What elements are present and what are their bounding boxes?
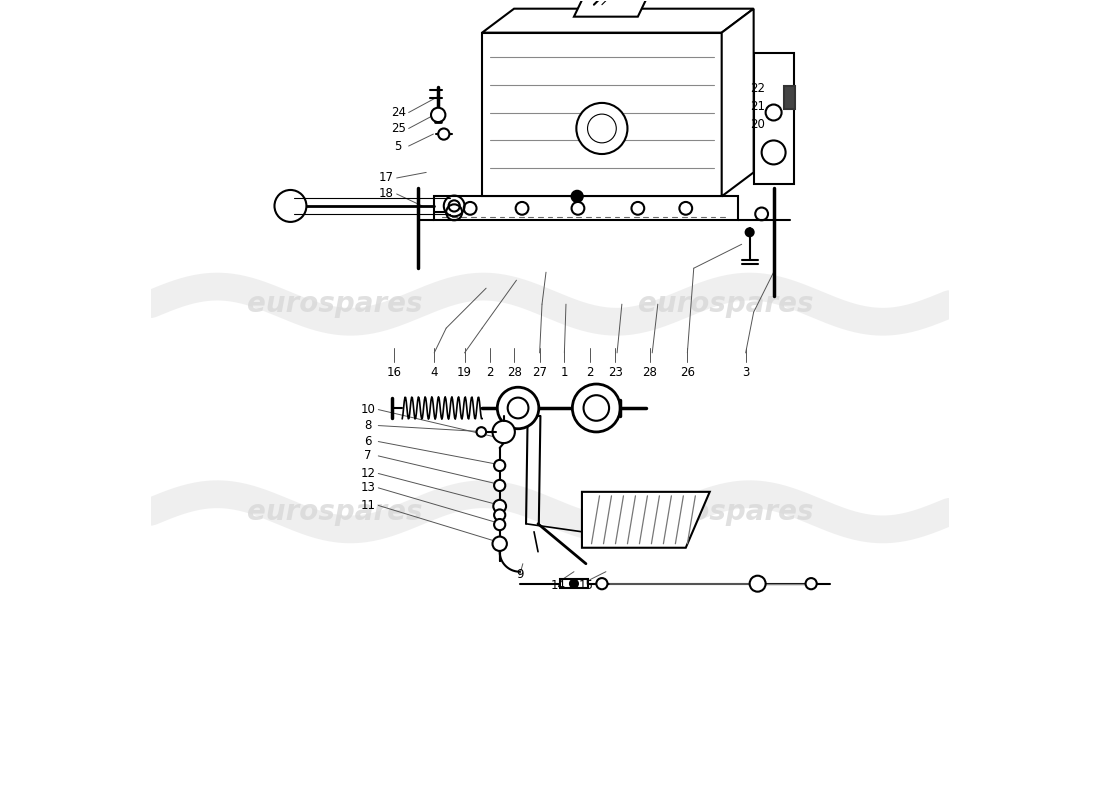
Text: 3: 3 xyxy=(742,366,749,378)
Text: 24: 24 xyxy=(390,106,406,119)
Polygon shape xyxy=(482,9,754,33)
Bar xyxy=(560,579,588,589)
Text: 5: 5 xyxy=(395,139,402,153)
Text: 4: 4 xyxy=(430,366,438,378)
Circle shape xyxy=(746,228,754,236)
Text: eurospares: eurospares xyxy=(246,290,422,318)
Text: eurospares: eurospares xyxy=(638,290,813,318)
Text: 22: 22 xyxy=(750,82,766,95)
Text: 10: 10 xyxy=(361,403,375,416)
Text: 16: 16 xyxy=(387,366,402,378)
Text: 12: 12 xyxy=(361,467,375,480)
Text: 19: 19 xyxy=(456,366,472,378)
Polygon shape xyxy=(722,9,754,196)
Text: eurospares: eurospares xyxy=(638,498,813,526)
Text: 28: 28 xyxy=(642,366,658,378)
Circle shape xyxy=(805,578,816,590)
Text: 27: 27 xyxy=(532,366,547,378)
Circle shape xyxy=(493,537,507,551)
Polygon shape xyxy=(574,0,648,17)
Circle shape xyxy=(438,129,450,140)
Circle shape xyxy=(596,578,607,590)
Text: 8: 8 xyxy=(364,419,372,432)
Circle shape xyxy=(576,103,627,154)
Circle shape xyxy=(572,190,583,202)
Bar xyxy=(482,33,722,196)
Bar xyxy=(434,196,738,220)
Circle shape xyxy=(431,108,446,122)
Circle shape xyxy=(494,519,505,530)
Circle shape xyxy=(494,510,505,521)
Text: 1: 1 xyxy=(561,366,568,378)
Polygon shape xyxy=(582,492,710,548)
Text: 28: 28 xyxy=(507,366,521,378)
Circle shape xyxy=(476,427,486,437)
Text: 25: 25 xyxy=(390,122,406,135)
Circle shape xyxy=(275,190,307,222)
Text: 2: 2 xyxy=(586,366,594,378)
Text: 13: 13 xyxy=(361,482,375,494)
Text: 2: 2 xyxy=(486,366,494,378)
Text: 11: 11 xyxy=(361,499,375,512)
Text: 14: 14 xyxy=(550,578,565,592)
Text: eurospares: eurospares xyxy=(246,498,422,526)
Text: 15: 15 xyxy=(579,578,593,592)
Text: 26: 26 xyxy=(680,366,695,378)
Bar xyxy=(784,86,795,109)
Circle shape xyxy=(494,480,505,491)
Circle shape xyxy=(493,421,515,443)
Text: 17: 17 xyxy=(378,171,394,185)
Text: 23: 23 xyxy=(608,366,623,378)
Text: 21: 21 xyxy=(750,100,766,113)
Circle shape xyxy=(493,500,506,513)
Text: 18: 18 xyxy=(378,187,394,201)
Circle shape xyxy=(570,580,578,588)
Circle shape xyxy=(497,387,539,429)
Text: 20: 20 xyxy=(750,118,766,131)
Circle shape xyxy=(572,384,620,432)
Circle shape xyxy=(494,460,505,471)
Text: 6: 6 xyxy=(364,435,372,448)
Circle shape xyxy=(750,576,766,592)
Text: 7: 7 xyxy=(364,450,372,462)
Text: 9: 9 xyxy=(516,567,524,581)
Bar xyxy=(754,53,793,184)
